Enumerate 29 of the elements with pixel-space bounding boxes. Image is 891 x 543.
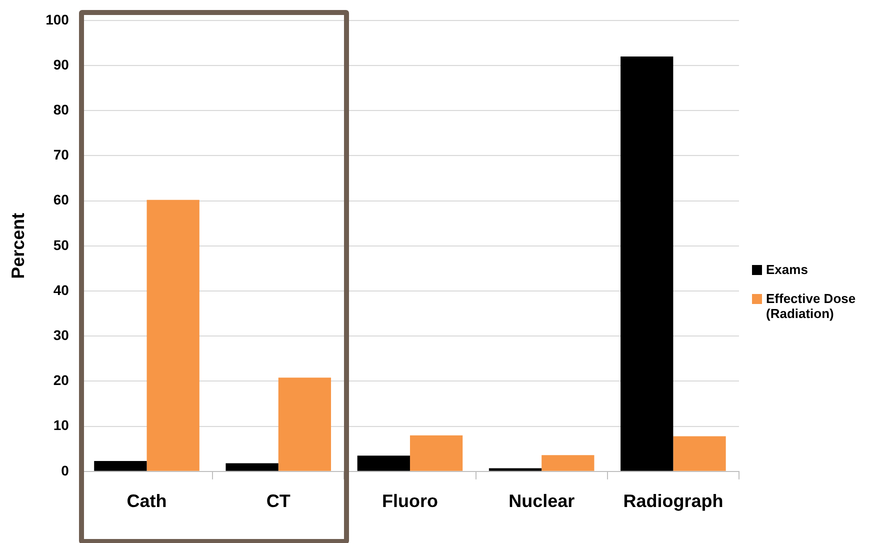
y-tick-label: 30 (53, 326, 70, 343)
y-tick-label: 60 (53, 192, 70, 208)
x-tick-label: Nuclear (508, 491, 575, 512)
y-tick-label: 50 (53, 236, 70, 253)
y-tick-label: 90 (53, 56, 70, 72)
legend-label: Effective Dose (Radiation) (766, 291, 857, 321)
y-tick-label: 100 (46, 11, 70, 28)
bar (620, 56, 674, 471)
y-axis-title: Percent (8, 212, 28, 279)
y-tick-label: 10 (53, 417, 70, 434)
x-tick-label: Radiograph (623, 491, 724, 512)
y-tick-label: 20 (53, 372, 70, 388)
bar (146, 200, 200, 471)
bar (226, 463, 278, 471)
y-tick-label: 80 (53, 101, 70, 118)
bar (278, 378, 332, 471)
x-tick-label: Cath (126, 491, 167, 512)
legend-label: Exams (766, 262, 808, 277)
y-tick-label: 0 (61, 462, 70, 478)
bar (357, 456, 410, 471)
y-tick-label: 70 (53, 146, 70, 163)
bar (673, 436, 726, 471)
bar (488, 468, 542, 471)
bar (542, 455, 594, 471)
x-tick-label: CT (266, 491, 290, 512)
x-tick-label: Fluoro (382, 491, 438, 512)
bar (410, 435, 463, 471)
bar (94, 461, 147, 471)
y-tick-label: 40 (53, 282, 70, 298)
